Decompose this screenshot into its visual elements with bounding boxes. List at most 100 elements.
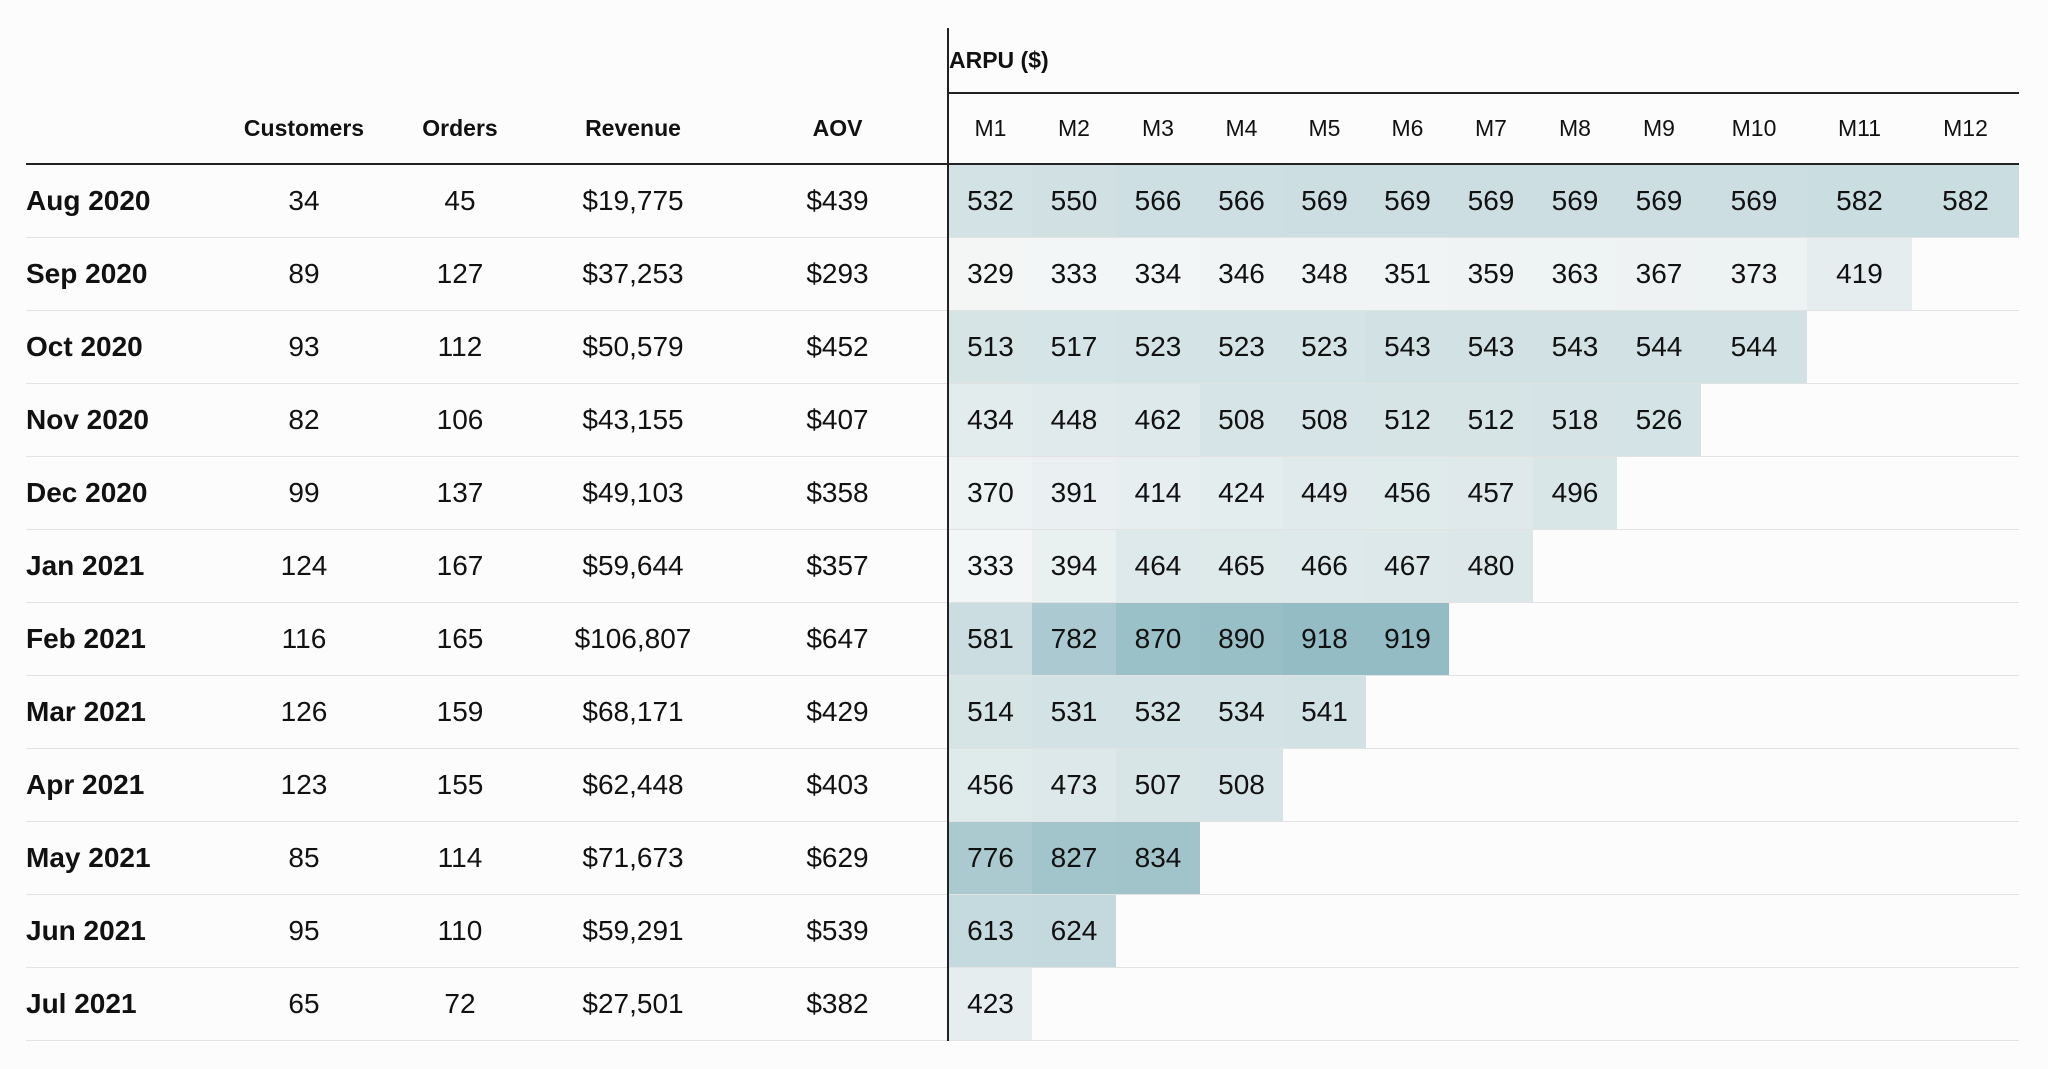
cell-revenue: $59,644 [582,550,684,581]
empty-cell [1200,968,1283,1041]
cohort-label: Nov 2020 [26,404,149,435]
arpu-cell: 373 [1701,237,1807,311]
cell-revenue: $71,673 [582,842,684,873]
table-row: Apr 2021 123 155 $62,448 $403 456 473 507 508 [26,748,2019,822]
cell-aov: $629 [806,842,869,873]
col-header-customers: Customers [226,93,382,165]
empty-cell [1617,749,1701,822]
cell-aov: $293 [806,258,869,289]
col-header-aov: AOV [728,93,948,165]
arpu-cell: 827 [1032,821,1116,895]
arpu-cell: 569 [1701,164,1807,238]
table-row: Feb 2021 116 165 $106,807 $647 581 782 870 890 91… [26,602,2019,676]
arpu-cell: 834 [1116,821,1200,895]
empty-cell [1807,749,1912,822]
empty-cell [1533,895,1617,968]
empty-cell [1807,603,1912,676]
empty-cell [1283,822,1366,895]
arpu-cell: 919 [1366,602,1449,676]
arpu-cell: 457 [1449,456,1533,530]
cell-orders: 72 [444,988,476,1019]
arpu-cell: 346 [1200,237,1283,311]
arpu-cell: 523 [1116,310,1200,384]
col-header-m12: M12 [1912,93,2019,165]
cell-orders: 106 [436,404,484,435]
empty-cell [1912,238,2019,311]
cohort-label: Feb 2021 [26,623,146,654]
empty-cell [1912,603,2019,676]
table-row: May 2021 85 114 $71,673 $629 776 827 834 [26,821,2019,895]
empty-cell [1533,530,1617,603]
arpu-cell: 517 [1032,310,1116,384]
empty-cell [1200,822,1283,895]
corner-blank [26,28,948,93]
empty-cell [1116,968,1200,1041]
cell-aov: $382 [806,988,869,1019]
cell-customers: 99 [288,477,320,508]
arpu-cell: 581 [947,602,1032,676]
arpu-cell: 456 [1366,456,1449,530]
cell-orders: 137 [436,477,484,508]
header-row-group: ARPU ($) [26,28,2019,94]
arpu-cell: 419 [1807,237,1912,311]
empty-cell [1701,895,1807,968]
empty-cell [1912,895,2019,968]
arpu-cell: 534 [1200,675,1283,749]
arpu-cell: 890 [1200,602,1283,676]
empty-cell [1449,895,1533,968]
empty-cell [1617,530,1701,603]
empty-cell [1701,676,1807,749]
cell-orders: 167 [436,550,484,581]
cohort-label: Oct 2020 [26,331,143,362]
arpu-cell: 532 [1116,675,1200,749]
arpu-cell: 566 [1116,164,1200,238]
cell-aov: $357 [806,550,869,581]
empty-cell [1366,895,1449,968]
arpu-cell: 613 [947,894,1032,968]
empty-cell [1617,822,1701,895]
arpu-cell: 414 [1116,456,1200,530]
table-row: Sep 2020 89 127 $37,253 $293 329 333 334 346 348 3… [26,237,2019,311]
empty-cell [1807,384,1912,457]
empty-cell [1701,603,1807,676]
arpu-cell: 473 [1032,748,1116,822]
cell-orders: 127 [436,258,484,289]
arpu-cell: 434 [947,383,1032,457]
empty-cell [1912,676,2019,749]
empty-cell [1701,968,1807,1041]
cell-orders: 159 [436,696,484,727]
empty-cell [1283,895,1366,968]
arpu-cell: 526 [1617,383,1701,457]
empty-cell [1283,749,1366,822]
arpu-cell: 543 [1366,310,1449,384]
cell-aov: $539 [806,915,869,946]
col-header-m2: M2 [1032,93,1116,165]
arpu-cell: 329 [947,237,1032,311]
empty-cell [1701,384,1807,457]
arpu-cell: 508 [1200,748,1283,822]
empty-cell [1807,676,1912,749]
empty-cell [1449,749,1533,822]
arpu-cell: 544 [1701,310,1807,384]
cell-revenue: $27,501 [582,988,684,1019]
empty-cell [1533,603,1617,676]
empty-cell [1807,311,1912,384]
empty-cell [1807,530,1912,603]
arpu-cell: 363 [1533,237,1617,311]
cell-aov: $358 [806,477,869,508]
empty-cell [1701,822,1807,895]
arpu-cell: 541 [1283,675,1366,749]
cell-revenue: $62,448 [582,769,684,800]
cohort-label: Sep 2020 [26,258,148,289]
cohort-label: Dec 2020 [26,477,148,508]
empty-cell [1449,676,1533,749]
arpu-cell: 334 [1116,237,1200,311]
empty-cell [1533,676,1617,749]
empty-cell [1533,749,1617,822]
cohort-label: May 2021 [26,842,151,873]
table-row: Jan 2021 124 167 $59,644 $357 333 394 464 465 466… [26,529,2019,603]
cohort-rows: Aug 2020 34 45 $19,775 $439 532 550 566 566 569 56… [26,164,2019,1041]
arpu-cell: 351 [1366,237,1449,311]
cell-revenue: $19,775 [582,185,684,216]
arpu-cell: 348 [1283,237,1366,311]
